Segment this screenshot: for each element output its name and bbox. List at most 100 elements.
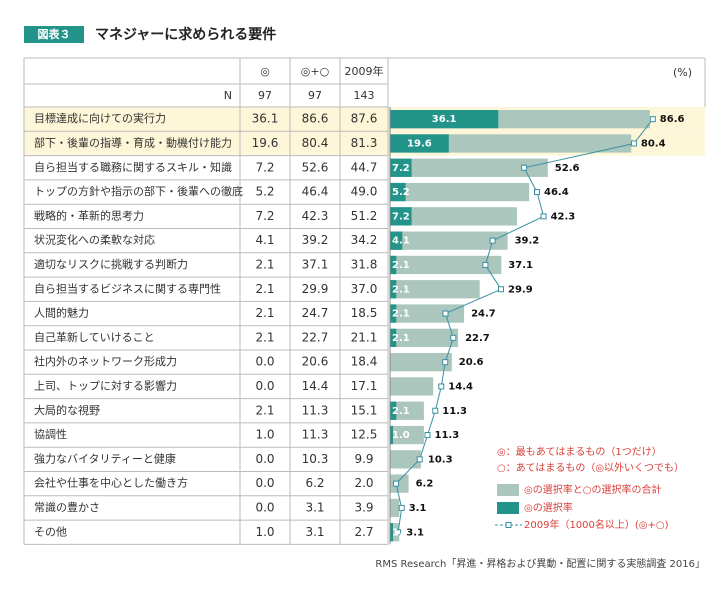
bar-top-label: 5.2 xyxy=(392,187,410,198)
line-marker xyxy=(450,334,457,341)
bar-top xyxy=(390,523,393,542)
bar-total-label: 24.7 xyxy=(471,309,496,320)
bar-total xyxy=(390,280,480,299)
table-cell: 37.1 xyxy=(302,257,329,271)
bar-top xyxy=(390,207,412,226)
line-marker xyxy=(398,504,405,511)
bar-total xyxy=(390,134,632,153)
table-cell: 34.2 xyxy=(351,233,378,247)
table-cell: 24.7 xyxy=(302,306,329,320)
bar-total xyxy=(390,328,459,347)
table-cell: 22.7 xyxy=(302,330,329,344)
table-cell: 2.1 xyxy=(255,282,274,296)
line-2009 xyxy=(395,118,654,533)
n-value: 97 xyxy=(258,89,272,102)
bar-total-label: 10.3 xyxy=(428,454,453,465)
bar-top xyxy=(390,255,397,275)
bar-total-label: 11.3 xyxy=(435,430,460,441)
bar-total xyxy=(390,401,424,420)
bar-total-label: 80.4 xyxy=(641,138,666,149)
line-marker xyxy=(393,480,399,487)
table-cell: 49.0 xyxy=(351,185,378,199)
bar-total xyxy=(390,425,424,445)
n-label: N xyxy=(224,89,232,102)
row-label: その他 xyxy=(34,525,67,538)
table-cell: 52.6 xyxy=(302,160,329,174)
legend-label: ◎の選択率 xyxy=(524,501,573,514)
table-cell: 5.2 xyxy=(255,185,274,199)
row-label: 自己革新していけること xyxy=(34,330,155,344)
bar-top xyxy=(390,231,403,250)
bar-top xyxy=(390,304,397,323)
figure-badge xyxy=(24,26,84,43)
table-cell: 18.4 xyxy=(351,355,378,369)
line-marker xyxy=(649,116,656,123)
table-cell: 11.3 xyxy=(302,428,329,442)
bar-total-label: 46.4 xyxy=(544,187,569,198)
bar-top-label: 4.1 xyxy=(392,236,410,247)
line-marker xyxy=(540,213,547,220)
table-cell: 2.1 xyxy=(255,330,274,344)
row-label: 人間的魅力 xyxy=(34,306,89,320)
bar-top-label: 2.1 xyxy=(392,406,410,417)
row-label: 会社や仕事を中心とした働き方 xyxy=(34,476,188,490)
line-marker xyxy=(416,456,423,463)
row-label: 常識の豊かさ xyxy=(34,501,100,514)
row-label: 大局的な視野 xyxy=(34,403,100,417)
bar-total-label: 37.1 xyxy=(508,260,533,271)
table-cell: 0.0 xyxy=(255,476,274,490)
table-cell: 15.1 xyxy=(351,403,378,417)
chart-title: マネジャーに求められる要件 xyxy=(95,26,276,43)
unit-label: (%) xyxy=(673,66,692,79)
table-cell: 42.3 xyxy=(302,209,329,223)
row-label: 状況変化への柔軟な対応 xyxy=(34,233,155,247)
legend-label: 2009年（1000名以上）(◎+○) xyxy=(524,518,669,531)
bar-total xyxy=(390,498,400,518)
source: RMS Research「昇進・昇格および異動・配置に関する実態調査 2016」 xyxy=(375,557,705,570)
bar-total-label: 29.9 xyxy=(508,284,533,295)
table-cell: 19.6 xyxy=(252,136,279,150)
row-label: 目標達成に向けての実行力 xyxy=(34,111,166,125)
bar-total-label: 52.6 xyxy=(555,163,580,174)
table-cell: 87.6 xyxy=(351,112,378,126)
table-cell: 39.2 xyxy=(302,233,329,247)
bar-total-label: 14.4 xyxy=(448,381,473,392)
column-header: ◎ xyxy=(260,65,270,78)
table-cell: 3.9 xyxy=(354,500,373,514)
table-cell: 44.7 xyxy=(351,160,378,174)
table-cell: 0.0 xyxy=(255,500,274,514)
bar-total xyxy=(390,158,548,177)
bar-total xyxy=(390,353,452,372)
table-cell: 2.1 xyxy=(255,306,274,320)
line-marker xyxy=(438,383,445,390)
bar-total xyxy=(390,207,517,226)
row-label: 自ら担当する職務に関するスキル・知識 xyxy=(34,160,232,174)
row-label: 適切なリスクに挑戦する判断力 xyxy=(34,257,188,271)
bar-top-label: 2.1 xyxy=(392,309,410,320)
table-cell: 80.4 xyxy=(302,136,329,150)
line-marker xyxy=(424,432,431,439)
row-label: トップの方針や指示の部下・後輩への徹底 xyxy=(34,184,243,198)
table-cell: 51.2 xyxy=(351,209,378,223)
table-cell: 12.5 xyxy=(351,428,378,442)
table-cell: 1.0 xyxy=(255,525,274,539)
bar-total-label: 22.7 xyxy=(465,333,490,344)
table-cell: 4.1 xyxy=(255,233,274,247)
row-label: 部下・後輩の指導・育成・動機付け能力 xyxy=(34,135,232,149)
table-cell: 14.4 xyxy=(302,379,329,393)
row-label: 自ら担当するビジネスに関する専門性 xyxy=(34,281,221,295)
table-cell: 3.1 xyxy=(305,525,324,539)
table-cell: 3.1 xyxy=(305,500,324,514)
bar-top-label: 2.1 xyxy=(392,260,410,271)
row-label: 社内外のネットワーク形成力 xyxy=(34,354,177,368)
legend-note: ◎：最もあてはまるもの（1つだけ） xyxy=(497,446,662,458)
bar-top xyxy=(390,158,412,177)
bar-top-label: 36.1 xyxy=(432,114,457,125)
line-marker xyxy=(630,140,637,147)
legend-marker xyxy=(505,522,512,528)
legend-note: ○：あてはまるもの（◎以外いくつでも） xyxy=(497,462,684,474)
table-cell: 31.8 xyxy=(351,257,378,271)
table-cell: 20.6 xyxy=(302,355,329,369)
bar-total-label: 11.3 xyxy=(442,406,467,417)
line-marker xyxy=(521,164,528,171)
